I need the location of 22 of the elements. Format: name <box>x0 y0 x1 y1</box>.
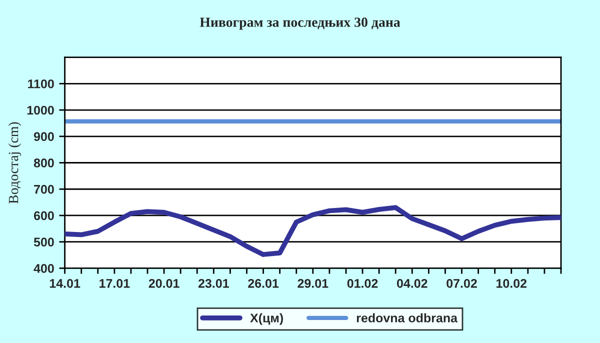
y-tick-label: 500 <box>34 238 54 247</box>
y-tick-label: 700 <box>34 184 54 194</box>
x-tick-label: 20.01 <box>148 278 180 288</box>
x-tick-label: 14.01 <box>50 278 80 288</box>
y-tick-label: 800 <box>34 158 54 168</box>
y-axis-title: Водостај (cm) <box>8 122 22 204</box>
x-tick-label: 26.01 <box>248 278 279 288</box>
legend-label: redovna odbrana <box>356 313 458 322</box>
chart-title: Нивограм за последњих 30 дана <box>200 18 400 30</box>
x-tick-label: 29.01 <box>298 278 328 288</box>
x-tick-label: 17.01 <box>100 278 130 288</box>
x-tick-label: 04.02 <box>396 278 428 288</box>
legend-label: X(цм) <box>250 313 283 325</box>
x-tick-label: 10.02 <box>496 278 527 288</box>
x-tick-label: 23.01 <box>198 278 229 288</box>
y-tick-label: 900 <box>34 132 54 142</box>
y-tick-label: 400 <box>34 264 54 273</box>
y-tick-label: 1000 <box>27 106 54 115</box>
x-tick-label: 07.02 <box>446 278 477 288</box>
y-tick-label: 1100 <box>28 79 54 88</box>
x-tick-label: 01.02 <box>347 278 378 288</box>
y-tick-label: 600 <box>34 211 54 220</box>
